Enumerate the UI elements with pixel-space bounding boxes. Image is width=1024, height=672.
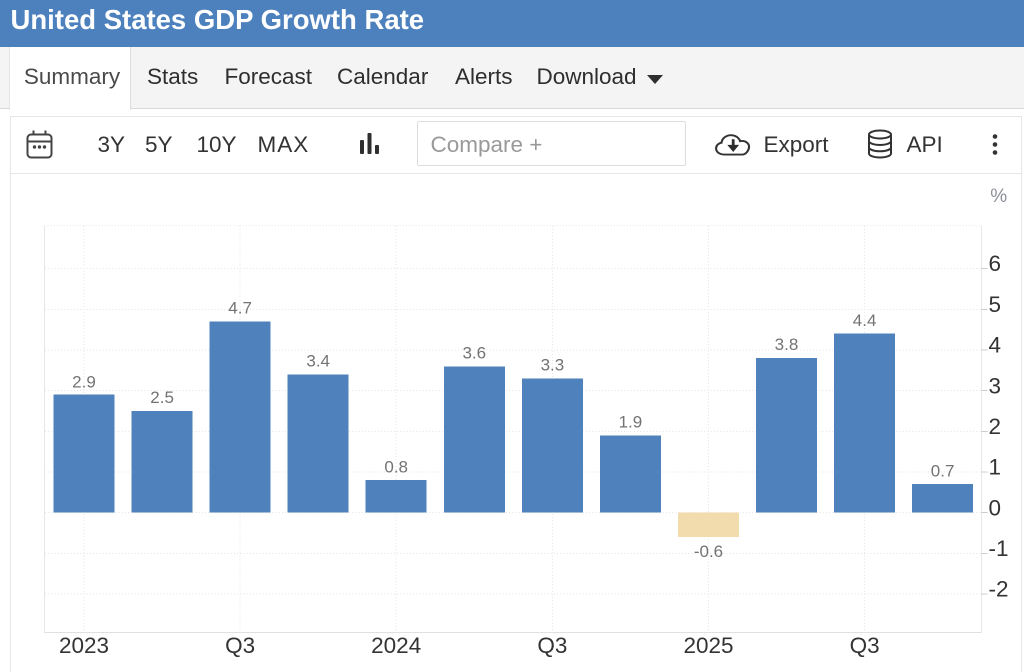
svg-text:4: 4 (989, 333, 1002, 358)
svg-text:4.4: 4.4 (853, 311, 877, 330)
svg-text:2025: 2025 (683, 633, 733, 658)
svg-text:2: 2 (989, 414, 1002, 439)
svg-text:Q3: Q3 (225, 633, 255, 658)
svg-text:%: % (990, 186, 1007, 207)
svg-text:Q3: Q3 (850, 633, 880, 658)
svg-text:0.7: 0.7 (931, 461, 955, 480)
svg-text:0.8: 0.8 (384, 457, 408, 476)
svg-text:2.9: 2.9 (72, 373, 96, 392)
svg-text:6: 6 (989, 251, 1002, 276)
svg-text:4.7: 4.7 (228, 299, 252, 318)
svg-text:-2: -2 (989, 577, 1009, 602)
svg-text:1.9: 1.9 (619, 413, 643, 432)
svg-text:1: 1 (989, 455, 1002, 480)
svg-text:3.6: 3.6 (462, 343, 486, 362)
svg-text:3: 3 (989, 373, 1002, 398)
svg-text:3.3: 3.3 (541, 356, 565, 375)
svg-text:5: 5 (989, 292, 1002, 317)
svg-text:-0.6: -0.6 (694, 542, 723, 561)
svg-text:3.4: 3.4 (306, 352, 330, 371)
svg-text:-1: -1 (989, 536, 1009, 561)
svg-text:3.8: 3.8 (775, 335, 799, 354)
svg-text:2023: 2023 (59, 633, 109, 658)
svg-text:2.5: 2.5 (150, 388, 174, 407)
svg-text:2024: 2024 (371, 633, 421, 658)
svg-text:Q3: Q3 (537, 633, 567, 658)
svg-text:0: 0 (989, 495, 1002, 520)
